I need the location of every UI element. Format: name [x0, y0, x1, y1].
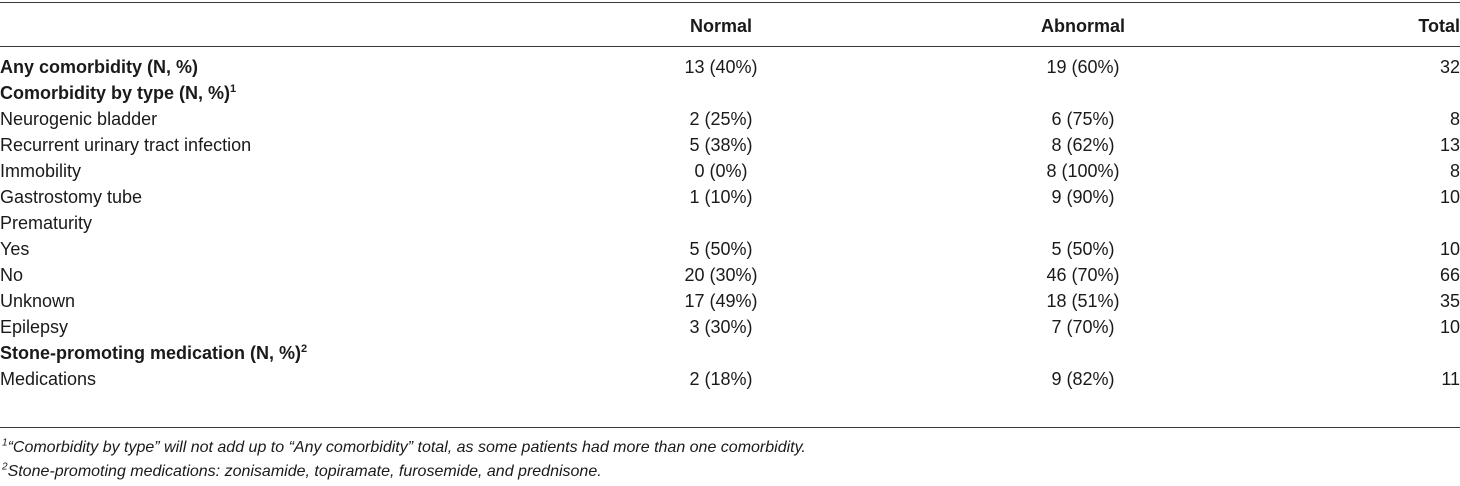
cell-normal: 5 (38%)	[689, 135, 753, 155]
footnote-ref: 1	[230, 83, 237, 95]
table-row: Unknown 17 (49%) 18 (51%) 35	[0, 288, 1460, 314]
row-label: Unknown	[0, 291, 76, 311]
comorbidity-table: Normal Abnormal Total Any comorbidity (N…	[0, 0, 1460, 392]
cell-abnormal: 5 (50%)	[1051, 239, 1115, 259]
cell-total: 10	[1439, 187, 1460, 207]
row-label-cell: Unknown	[0, 288, 540, 314]
table-row: Epilepsy 3 (30%) 7 (70%) 10	[0, 314, 1460, 340]
cell-abnormal	[902, 340, 1264, 366]
row-label: Stone-promoting medication (N, %)	[0, 343, 301, 363]
row-label-cell: Recurrent urinary tract infection	[0, 132, 540, 158]
row-label-cell: Yes	[0, 236, 540, 262]
cell-total: 66	[1439, 265, 1460, 285]
row-label: Epilepsy	[0, 317, 69, 337]
table-row: Immobility 0 (0%) 8 (100%) 8	[0, 158, 1460, 184]
cell-normal: 2 (25%)	[689, 109, 753, 129]
row-label: Prematurity	[0, 213, 93, 233]
cell-abnormal: 9 (90%)	[1051, 187, 1115, 207]
cell-total	[1264, 340, 1460, 366]
cell-total: 13	[1439, 135, 1460, 155]
table-row: Comorbidity by type (N, %)1	[0, 80, 1460, 106]
table-row: Prematurity	[0, 210, 1460, 236]
footnote-2: 2Stone-promoting medications: zonisamide…	[2, 460, 1442, 484]
row-label-cell: Comorbidity by type (N, %)1	[0, 80, 540, 106]
cell-normal: 3 (30%)	[689, 317, 753, 337]
row-label-cell: Prematurity	[0, 210, 540, 236]
cell-normal	[540, 80, 902, 106]
header-row: Normal Abnormal Total	[0, 0, 1460, 46]
header-cell-normal: Normal	[689, 15, 752, 36]
footnotes: 1“Comorbidity by type” will not add up t…	[2, 436, 1442, 484]
table-row: Neurogenic bladder 2 (25%) 6 (75%) 8	[0, 106, 1460, 132]
cell-normal: 17 (49%)	[684, 291, 758, 311]
row-label-cell: Medications	[0, 366, 540, 392]
row-label: Neurogenic bladder	[0, 109, 158, 129]
cell-abnormal: 9 (82%)	[1051, 369, 1115, 389]
footnote-text: “Comorbidity by type” will not add up to…	[7, 439, 806, 456]
table-row: No 20 (30%) 46 (70%) 66	[0, 262, 1460, 288]
cell-total: 32	[1439, 57, 1460, 77]
row-label: Medications	[0, 369, 97, 389]
table-row: Recurrent urinary tract infection 5 (38%)…	[0, 132, 1460, 158]
row-label-cell: No	[0, 262, 540, 288]
table-row: Stone-promoting medication (N, %)2	[0, 340, 1460, 366]
footnote-marker: 1	[2, 437, 8, 449]
header-cell-total: Total	[1418, 15, 1460, 36]
cell-total: 10	[1439, 239, 1460, 259]
cell-total: 10	[1439, 317, 1460, 337]
cell-total: 8	[1449, 109, 1460, 129]
row-label-cell: Neurogenic bladder	[0, 106, 540, 132]
cell-abnormal: 18 (51%)	[1046, 291, 1120, 311]
row-label: Immobility	[0, 161, 82, 181]
row-label: Gastrostomy tube	[0, 187, 143, 207]
row-label-cell: Epilepsy	[0, 314, 540, 340]
cell-normal	[540, 340, 902, 366]
cell-abnormal	[902, 80, 1264, 106]
row-label-cell: Immobility	[0, 158, 540, 184]
row-label: Yes	[0, 239, 30, 259]
table-row: Any comorbidity (N, %) 13 (40%) 19 (60%) 32	[0, 46, 1460, 80]
cell-total	[1264, 210, 1460, 236]
cell-normal: 5 (50%)	[689, 239, 753, 259]
cell-abnormal: 46 (70%)	[1046, 265, 1120, 285]
footnote-1: 1“Comorbidity by type” will not add up t…	[2, 436, 1442, 460]
cell-abnormal: 8 (62%)	[1051, 135, 1115, 155]
cell-abnormal: 19 (60%)	[1046, 57, 1120, 77]
row-label-cell: Stone-promoting medication (N, %)2	[0, 340, 540, 366]
cell-normal: 1 (10%)	[689, 187, 753, 207]
cell-normal: 13 (40%)	[684, 57, 758, 77]
header-cell-label	[0, 0, 540, 46]
top-rule	[0, 2, 1460, 3]
row-label: Recurrent urinary tract infection	[0, 135, 252, 155]
cell-normal: 20 (30%)	[684, 265, 758, 285]
footnote-marker: 2	[2, 461, 8, 473]
row-label-cell: Gastrostomy tube	[0, 184, 540, 210]
cell-normal	[540, 210, 902, 236]
cell-total: 11	[1441, 369, 1460, 389]
cell-abnormal: 7 (70%)	[1051, 317, 1115, 337]
row-label: Any comorbidity (N, %)	[0, 57, 199, 77]
cell-total: 8	[1449, 161, 1460, 181]
bottom-rule	[0, 427, 1460, 428]
table-body: Any comorbidity (N, %) 13 (40%) 19 (60%) 32…	[0, 46, 1460, 392]
table-header: Normal Abnormal Total	[0, 0, 1460, 46]
row-label-cell: Any comorbidity (N, %)	[0, 46, 540, 80]
cell-abnormal: 6 (75%)	[1051, 109, 1115, 129]
header-cell-abnormal: Abnormal	[1040, 15, 1125, 36]
cell-abnormal: 8 (100%)	[1046, 161, 1120, 181]
header-rule	[0, 46, 1460, 47]
cell-normal: 0 (0%)	[694, 161, 748, 181]
cell-total	[1264, 80, 1460, 106]
table-row: Gastrostomy tube 1 (10%) 9 (90%) 10	[0, 184, 1460, 210]
table-row: Yes 5 (50%) 5 (50%) 10	[0, 236, 1460, 262]
cell-normal: 2 (18%)	[689, 369, 753, 389]
row-label: No	[0, 265, 24, 285]
row-label: Comorbidity by type (N, %)	[0, 83, 231, 103]
table-row: Medications 2 (18%) 9 (82%) 11	[0, 366, 1460, 392]
cell-abnormal	[902, 210, 1264, 236]
cell-total: 35	[1439, 291, 1460, 311]
footnote-ref: 2	[301, 343, 308, 355]
footnote-text: Stone-promoting medications: zonisamide,…	[7, 463, 602, 480]
